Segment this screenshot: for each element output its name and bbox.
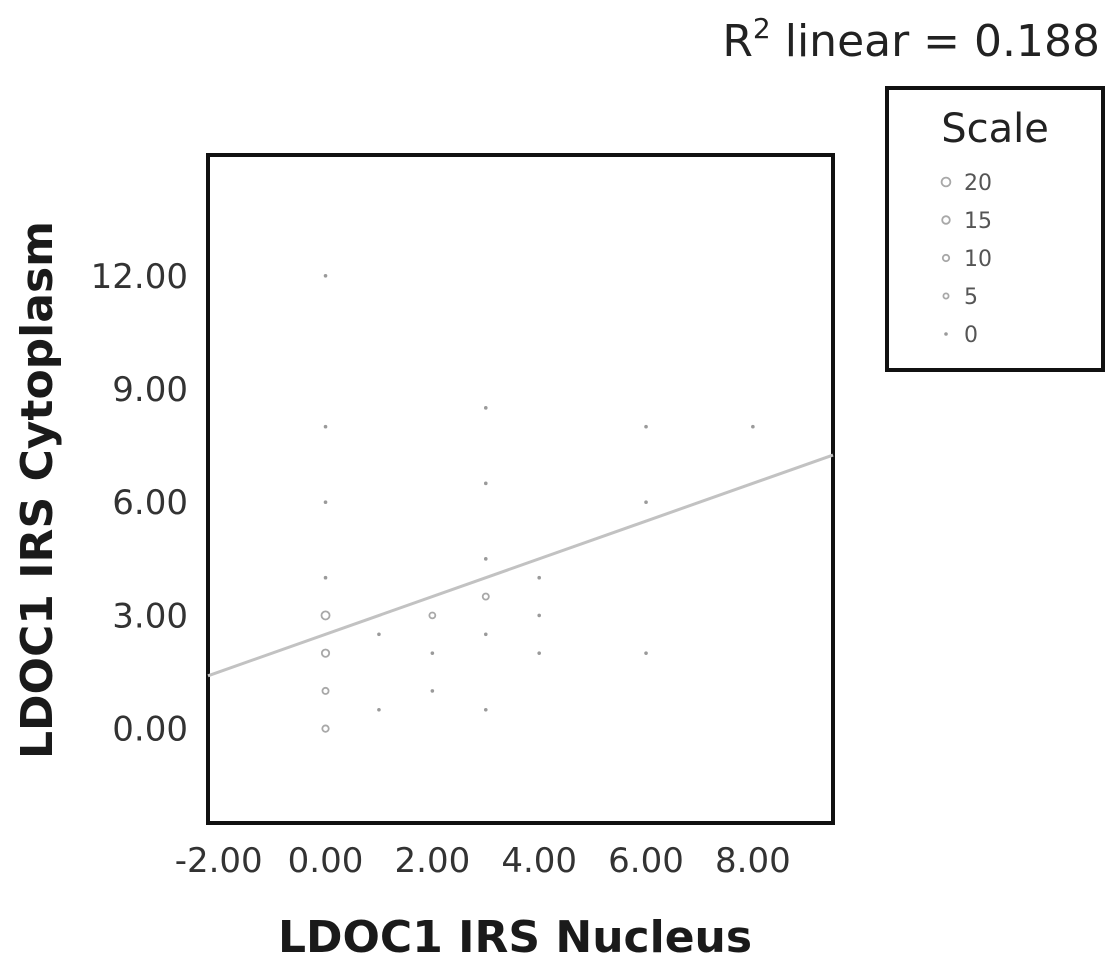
y-axis-ticks: 0.00 3.00 6.00 9.00 12.00 [91, 257, 188, 750]
data-point [320, 610, 331, 621]
data-point [323, 273, 328, 278]
legend-label: 5 [964, 285, 978, 310]
data-point [537, 613, 541, 618]
r-squared-suffix: linear = 0.188 [771, 16, 1100, 67]
r-squared-prefix: R [722, 16, 753, 67]
x-axis-label: LDOC1 IRS Nucleus [278, 912, 752, 963]
legend-marker [940, 176, 952, 188]
data-point [537, 575, 541, 580]
x-tick-label: -2.00 [175, 841, 263, 881]
x-tick-label: 0.00 [288, 841, 364, 881]
points-layer [320, 273, 755, 733]
x-tick-label: 6.00 [608, 841, 684, 881]
plot-area [206, 153, 835, 825]
data-point [644, 651, 648, 655]
data-point [483, 406, 488, 410]
data-point [321, 724, 330, 733]
y-tick-label: 6.00 [112, 483, 188, 523]
data-point [377, 707, 381, 712]
data-point [483, 632, 488, 637]
data-point [428, 611, 437, 620]
data-point [430, 689, 435, 693]
r-squared-annotation: R2 linear = 0.188 [722, 12, 1100, 67]
y-tick-label: 12.00 [91, 257, 188, 297]
x-tick-label: 4.00 [501, 841, 577, 881]
data-point [644, 500, 648, 505]
fit-line [207, 453, 834, 678]
r-squared-superscript: 2 [753, 12, 771, 45]
legend-label: 0 [964, 323, 978, 348]
data-point [320, 648, 331, 658]
data-point [751, 424, 755, 429]
x-tick-label: 8.00 [715, 841, 791, 881]
legend-marker [944, 332, 948, 336]
legend-title: Scale [941, 106, 1049, 152]
data-point [644, 424, 648, 429]
fit-line-layer [207, 453, 834, 678]
y-tick-label: 9.00 [112, 370, 188, 410]
data-point [321, 686, 330, 695]
legend: Scale 20 15 10 5 0 [885, 86, 1105, 372]
data-point [481, 592, 490, 601]
legend-label: 15 [964, 209, 992, 234]
data-point [323, 500, 328, 505]
legend-label: 10 [964, 247, 992, 272]
data-point [483, 481, 488, 486]
y-tick-label: 0.00 [112, 710, 188, 750]
x-axis-ticks: -2.00 0.00 2.00 4.00 6.00 8.00 [175, 841, 791, 881]
data-point [483, 557, 488, 561]
x-tick-label: 2.00 [395, 841, 471, 881]
data-point [323, 424, 328, 429]
data-point [323, 575, 328, 580]
legend-entries: 20 15 10 5 0 [940, 171, 992, 348]
y-axis-label: LDOC1 IRS Cytoplasm [12, 221, 63, 759]
data-point [483, 707, 488, 712]
legend-marker [942, 292, 950, 300]
legend-label: 20 [964, 171, 992, 196]
data-point [430, 651, 435, 655]
data-point [377, 632, 381, 637]
y-tick-label: 3.00 [112, 596, 188, 636]
legend-box [885, 86, 1105, 372]
legend-marker [941, 215, 951, 225]
legend-marker [941, 253, 951, 263]
data-point [537, 651, 541, 655]
